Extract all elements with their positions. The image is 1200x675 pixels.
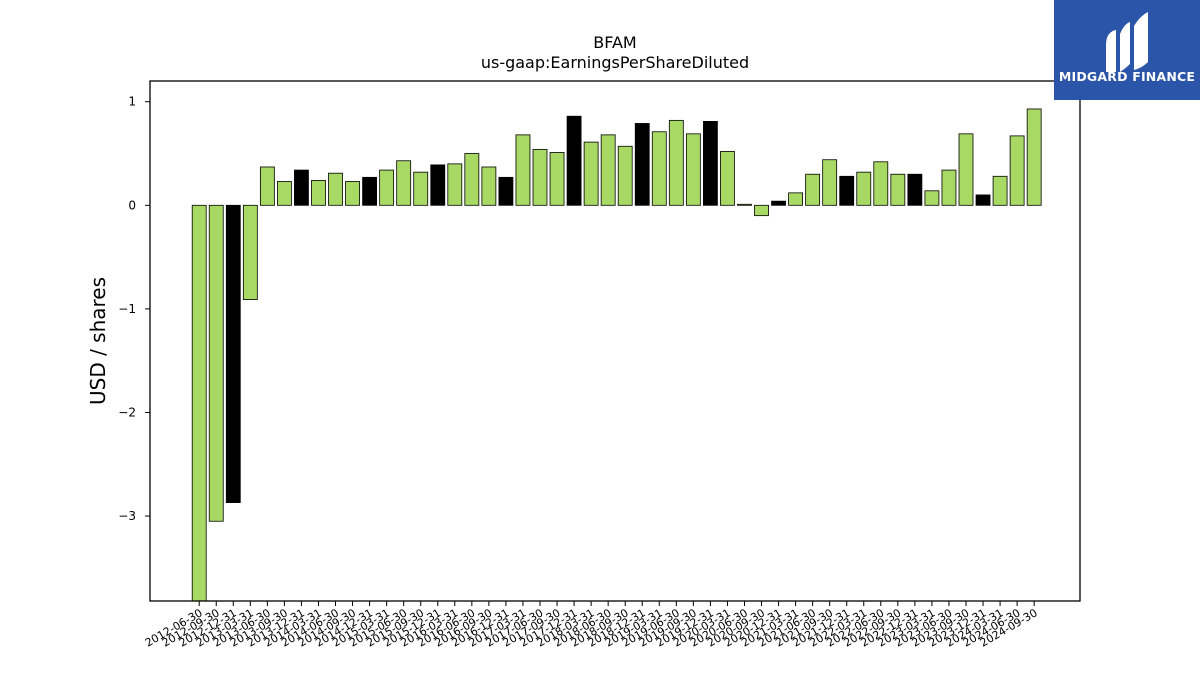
bar-2013-09-30: [276, 181, 292, 206]
bar-2018-09-30: [617, 145, 633, 206]
bars-group: [191, 108, 1042, 602]
brand-logo: MIDGARD FINANCE: [1054, 0, 1200, 100]
bar-2021-12-31: [839, 175, 855, 206]
bar-2013-03-31: [242, 204, 258, 300]
y-tick-label: −3: [118, 509, 136, 523]
bar-2021-03-31: [788, 192, 803, 206]
bar-2014-03-31: [311, 180, 326, 206]
bar-2013-06-30: [259, 166, 275, 206]
bar-2014-12-31: [362, 176, 378, 206]
bar-2019-03-31: [651, 131, 667, 206]
y-tick-label: −2: [118, 405, 136, 419]
bar-2016-09-30: [481, 166, 497, 206]
bar-2023-12-31: [975, 194, 991, 206]
x-axis-ticks: 2012-06-302012-09-302012-12-312013-03-31…: [143, 601, 1040, 650]
bar-2017-09-30: [549, 152, 565, 206]
bar-2012-06-30: [191, 204, 207, 602]
bar-2024-06-30: [1009, 135, 1025, 206]
bar-2014-06-30: [328, 172, 343, 206]
bar-2016-03-31: [447, 163, 463, 206]
y-tick-label: 0: [128, 198, 136, 212]
bar-2020-03-31: [720, 151, 735, 206]
bar-2017-03-31: [515, 134, 531, 206]
y-tick-label: −1: [118, 302, 136, 316]
bar-2019-06-30: [668, 119, 684, 206]
bar-2022-03-31: [856, 171, 872, 206]
bar-2012-09-30: [208, 204, 224, 522]
bar-2022-09-30: [890, 173, 906, 206]
bar-2021-09-30: [822, 159, 838, 206]
bar-2020-12-31: [771, 200, 786, 206]
plot-frame: [149, 80, 1081, 602]
bar-2016-06-30: [464, 153, 480, 206]
bar-2013-12-31: [294, 169, 309, 206]
bar-2015-12-31: [430, 164, 446, 206]
bar-2018-06-30: [600, 134, 616, 206]
bar-2015-06-30: [396, 160, 412, 206]
bar-2015-09-30: [413, 171, 429, 206]
brand-name: MIDGARD FINANCE: [1058, 69, 1196, 84]
bar-2017-12-31: [566, 115, 582, 206]
bar-2019-09-30: [685, 133, 701, 206]
bar-2023-06-30: [941, 169, 957, 206]
y-axis-label: USD / shares: [86, 277, 110, 405]
bar-2024-09-30: [1026, 108, 1042, 206]
bar-2021-06-30: [805, 173, 821, 206]
bar-2017-06-30: [532, 148, 548, 206]
y-tick-label: 1: [128, 95, 136, 109]
bar-2019-12-31: [703, 121, 718, 206]
bar-2015-03-31: [379, 169, 395, 206]
bar-2018-03-31: [583, 141, 599, 206]
chart-title: BFAM: [593, 33, 636, 52]
midgard-logo-icon: [1106, 12, 1148, 72]
bar-2016-12-31: [498, 176, 514, 206]
bar-2024-03-31: [992, 175, 1008, 206]
bar-2020-09-30: [754, 204, 769, 217]
bar-2020-06-30: [737, 203, 752, 206]
bar-2023-09-30: [958, 133, 974, 206]
bar-2012-12-31: [225, 204, 241, 503]
bar-2018-12-31: [634, 123, 650, 206]
y-axis-ticks: 1 0 −1 −2 −3: [118, 95, 150, 523]
bar-2014-09-30: [345, 181, 360, 206]
bar-2023-03-31: [924, 190, 940, 206]
bar-2022-06-30: [873, 161, 889, 206]
chart-subtitle: us-gaap:EarningsPerShareDiluted: [481, 53, 749, 72]
bar-2022-12-31: [907, 173, 923, 206]
